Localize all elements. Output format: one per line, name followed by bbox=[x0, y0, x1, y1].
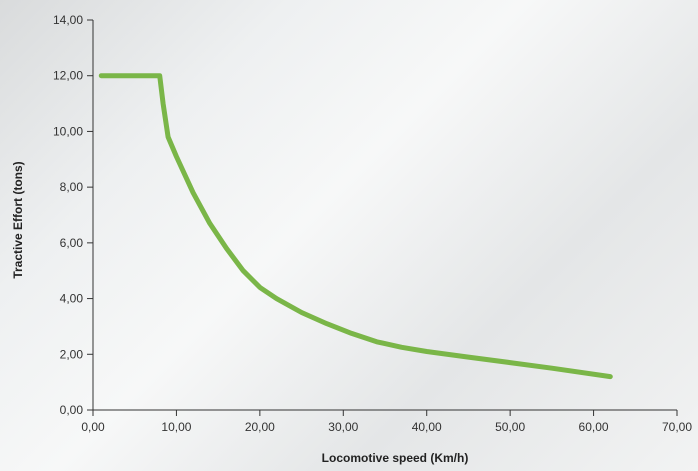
x-tick-label: 60,00 bbox=[579, 420, 609, 434]
y-tick-label: 8,00 bbox=[60, 180, 84, 194]
series-layer bbox=[98, 73, 613, 380]
y-tick-label: 12,00 bbox=[53, 69, 83, 83]
y-tick-label: 4,00 bbox=[60, 292, 84, 306]
x-tick-label: 20,00 bbox=[245, 420, 275, 434]
x-tick-label: 70,00 bbox=[662, 420, 692, 434]
x-axis-title: Locomotive speed (Km/h) bbox=[322, 451, 469, 465]
tractive-effort-line bbox=[98, 73, 613, 380]
x-tick-label: 50,00 bbox=[495, 420, 525, 434]
y-tick-label: 14,00 bbox=[53, 13, 83, 27]
x-tick-label: 0,00 bbox=[81, 420, 105, 434]
x-tick-label: 10,00 bbox=[161, 420, 191, 434]
y-ticks: 0,00 2,00 4,00 6,00 8,00 10,00 12,00 14,00 bbox=[53, 13, 93, 417]
x-tick-label: 30,00 bbox=[328, 420, 358, 434]
y-tick-label: 2,00 bbox=[60, 347, 84, 361]
x-ticks: 0,00 10,00 20,00 30,00 40,00 50,00 60,00 70,00 bbox=[81, 410, 692, 434]
x-tick-label: 40,00 bbox=[412, 420, 442, 434]
y-tick-label: 10,00 bbox=[53, 124, 83, 138]
y-axis-title: Tractive Effort (tons) bbox=[11, 161, 25, 278]
axes bbox=[92, 20, 677, 411]
y-tick-label: 6,00 bbox=[60, 236, 84, 250]
y-tick-label: 0,00 bbox=[60, 403, 84, 417]
